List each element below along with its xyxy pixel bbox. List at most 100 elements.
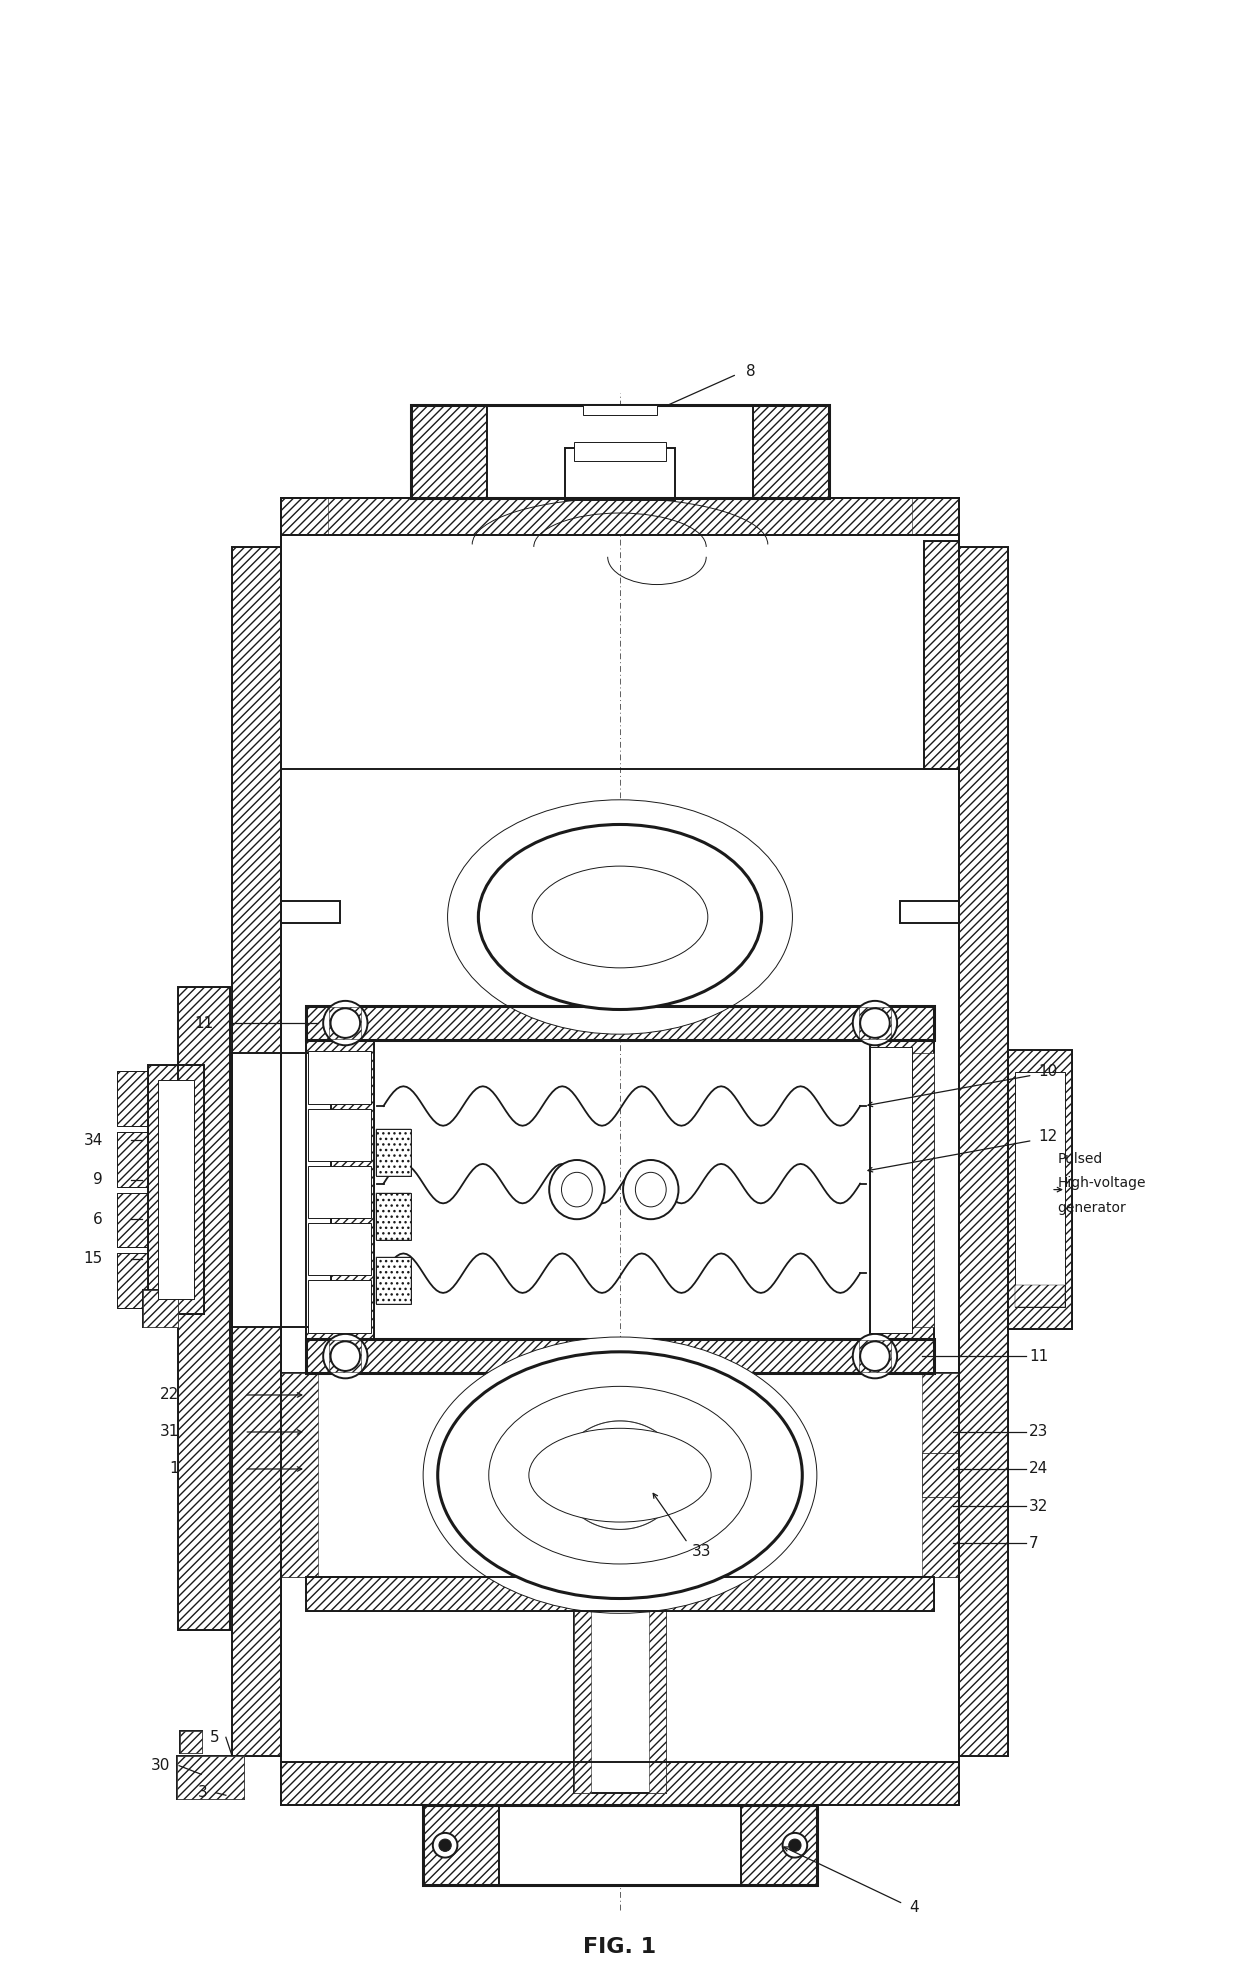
Text: 4: 4 bbox=[909, 1901, 919, 1915]
Bar bbox=[911, 1052, 934, 1326]
Bar bbox=[306, 1005, 934, 1041]
Bar bbox=[911, 497, 959, 535]
Bar bbox=[281, 497, 959, 535]
Bar bbox=[921, 1374, 959, 1578]
Bar bbox=[574, 1611, 591, 1794]
Circle shape bbox=[331, 1342, 360, 1372]
Bar bbox=[180, 1730, 202, 1754]
Bar bbox=[859, 1340, 892, 1372]
Bar bbox=[281, 1374, 959, 1578]
Bar bbox=[232, 547, 281, 1756]
Bar bbox=[376, 1193, 410, 1241]
Text: 10: 10 bbox=[1039, 1064, 1058, 1078]
Bar bbox=[376, 1257, 410, 1304]
Bar bbox=[423, 1806, 500, 1885]
Bar bbox=[306, 1340, 934, 1374]
Text: 7: 7 bbox=[1029, 1536, 1039, 1550]
Text: 5: 5 bbox=[210, 1730, 219, 1744]
Text: 1: 1 bbox=[170, 1461, 179, 1477]
Text: generator: generator bbox=[1058, 1201, 1126, 1215]
Bar bbox=[376, 1257, 410, 1304]
Bar bbox=[176, 1756, 244, 1800]
Bar bbox=[281, 497, 329, 535]
Bar bbox=[740, 1806, 817, 1885]
Bar bbox=[309, 1223, 371, 1276]
Bar bbox=[306, 1340, 934, 1374]
Bar bbox=[330, 1007, 361, 1039]
Bar bbox=[330, 1340, 361, 1372]
Ellipse shape bbox=[549, 1159, 605, 1219]
Bar bbox=[564, 448, 676, 499]
Bar bbox=[306, 1005, 934, 1041]
Bar bbox=[118, 1253, 149, 1308]
Bar bbox=[118, 1132, 149, 1187]
Text: 30: 30 bbox=[151, 1758, 170, 1774]
Bar bbox=[118, 1070, 149, 1126]
Bar bbox=[921, 1453, 959, 1496]
Bar bbox=[118, 1070, 149, 1126]
Text: 23: 23 bbox=[1029, 1425, 1048, 1439]
Bar bbox=[118, 1193, 149, 1247]
Text: 8: 8 bbox=[745, 365, 755, 379]
Bar bbox=[899, 902, 959, 924]
Bar bbox=[281, 535, 959, 769]
Text: 24: 24 bbox=[1029, 1461, 1048, 1477]
Bar bbox=[924, 541, 959, 769]
Bar bbox=[410, 404, 830, 497]
Bar bbox=[306, 1578, 934, 1611]
Bar bbox=[281, 902, 341, 924]
Bar bbox=[306, 1578, 934, 1611]
Ellipse shape bbox=[528, 1429, 712, 1522]
Bar bbox=[180, 1730, 202, 1754]
Bar bbox=[423, 1806, 817, 1885]
Circle shape bbox=[331, 1009, 360, 1039]
Circle shape bbox=[861, 1342, 890, 1372]
Bar bbox=[423, 1806, 500, 1885]
Text: FIG. 1: FIG. 1 bbox=[584, 1936, 656, 1956]
Bar bbox=[281, 497, 959, 535]
Bar bbox=[118, 1132, 149, 1187]
Bar bbox=[574, 442, 666, 460]
Circle shape bbox=[324, 1001, 367, 1045]
Bar bbox=[870, 1041, 934, 1340]
Bar bbox=[410, 404, 487, 497]
Bar bbox=[306, 1041, 373, 1340]
Bar bbox=[959, 547, 1008, 1756]
Circle shape bbox=[861, 1009, 890, 1039]
Circle shape bbox=[853, 1001, 897, 1045]
Ellipse shape bbox=[562, 1171, 593, 1207]
Bar bbox=[500, 1806, 740, 1885]
Text: High-voltage: High-voltage bbox=[1058, 1177, 1146, 1191]
Bar bbox=[870, 1041, 934, 1340]
Bar bbox=[1016, 1284, 1065, 1306]
Bar bbox=[649, 1611, 666, 1794]
Ellipse shape bbox=[423, 1338, 817, 1613]
Ellipse shape bbox=[438, 1352, 802, 1599]
Text: 12: 12 bbox=[1039, 1130, 1058, 1144]
Bar bbox=[924, 541, 959, 769]
Bar bbox=[309, 1050, 371, 1104]
Bar bbox=[281, 1762, 959, 1806]
Bar bbox=[159, 1080, 193, 1300]
Text: 6: 6 bbox=[93, 1211, 103, 1227]
Circle shape bbox=[439, 1839, 451, 1851]
Ellipse shape bbox=[479, 825, 761, 1009]
Bar bbox=[176, 1756, 244, 1800]
Bar bbox=[149, 1064, 203, 1314]
Bar bbox=[306, 1041, 373, 1340]
Bar bbox=[870, 1046, 911, 1332]
Bar bbox=[177, 987, 229, 1629]
Bar bbox=[306, 1041, 934, 1340]
Bar bbox=[740, 1806, 817, 1885]
Text: 22: 22 bbox=[160, 1387, 179, 1403]
Bar bbox=[232, 547, 281, 1756]
Text: 11: 11 bbox=[1029, 1348, 1048, 1364]
Bar bbox=[1008, 1050, 1073, 1330]
Bar bbox=[144, 1290, 177, 1328]
Circle shape bbox=[433, 1833, 458, 1857]
Bar bbox=[376, 1193, 410, 1241]
Bar bbox=[118, 1193, 149, 1247]
Bar bbox=[144, 1290, 177, 1328]
Bar bbox=[376, 1130, 410, 1175]
Bar bbox=[118, 1253, 149, 1308]
